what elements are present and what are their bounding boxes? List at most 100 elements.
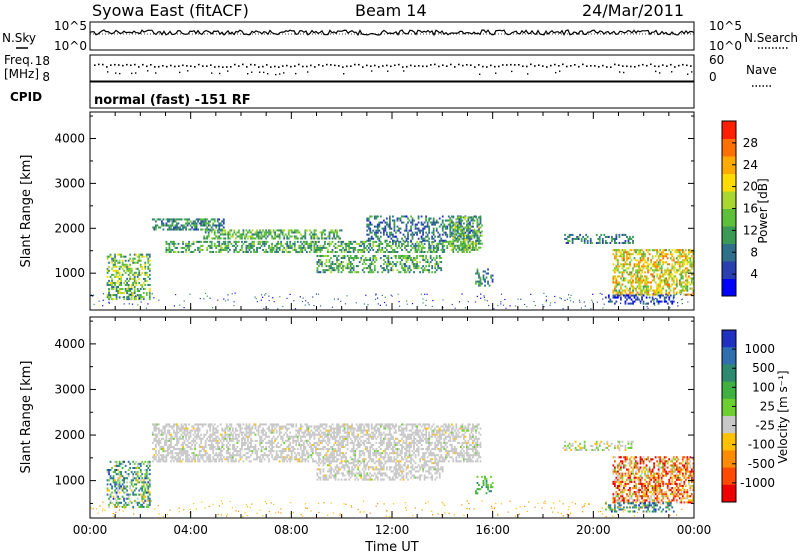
velocity-cell — [205, 444, 207, 446]
velocity-cell — [159, 442, 161, 444]
velocity-cell — [271, 456, 273, 458]
velocity-cell — [194, 458, 196, 460]
nave-label: Nave — [746, 63, 777, 77]
power-cell — [313, 245, 315, 247]
power-cell — [395, 257, 397, 259]
velocity-cell — [294, 452, 296, 454]
power-cell — [599, 236, 601, 238]
power-cell — [282, 249, 284, 251]
power-cell — [409, 267, 411, 269]
power-noise — [432, 306, 433, 307]
power-cell — [643, 277, 645, 279]
power-cell — [422, 224, 424, 226]
power-cell — [369, 222, 371, 224]
velocity-cell — [137, 471, 139, 473]
power-cell — [120, 284, 122, 286]
velocity-cell — [120, 471, 122, 473]
velocity-cell — [280, 454, 282, 456]
power-cell — [182, 251, 184, 253]
power-cell — [626, 236, 628, 238]
velocity-cell — [262, 456, 264, 458]
velocity-cell — [271, 454, 273, 456]
power-cell — [220, 237, 222, 239]
power-cell — [380, 232, 382, 234]
power-cell — [188, 249, 190, 251]
velocity-cell — [166, 438, 168, 440]
power-noise — [303, 298, 304, 299]
power-cell — [131, 296, 133, 298]
velocity-cell — [285, 458, 287, 460]
power-cell — [492, 279, 494, 281]
power-noise — [480, 294, 481, 295]
power-cell — [608, 236, 610, 238]
power-cell — [126, 278, 128, 280]
power-cell — [368, 218, 370, 220]
velocity-cell — [217, 432, 219, 434]
power-cell — [335, 255, 337, 257]
power-noise — [477, 296, 478, 297]
power-cell — [428, 238, 430, 240]
power-cell — [390, 228, 392, 230]
power-noise — [483, 295, 484, 296]
power-cell — [422, 255, 424, 257]
power-noise — [308, 302, 309, 303]
velocity-cell — [169, 430, 171, 432]
freq-dot — [174, 66, 176, 68]
power-noise — [261, 300, 262, 301]
power-noise — [653, 301, 654, 302]
power-colorbar-segment — [722, 226, 736, 244]
velocity-cell — [197, 434, 199, 436]
power-cell — [622, 284, 624, 286]
nave-dot — [659, 72, 660, 73]
power-noise — [426, 300, 427, 301]
nave-dot — [267, 73, 268, 74]
power-cell — [487, 273, 489, 275]
power-cell — [409, 271, 411, 273]
power-cell — [357, 265, 359, 267]
power-noise — [277, 308, 278, 309]
power-cell — [389, 218, 391, 220]
velocity-cell — [238, 436, 240, 438]
freq-dot — [302, 66, 304, 68]
power-cell — [135, 272, 137, 274]
power-cell — [481, 283, 483, 285]
freq-dot — [162, 65, 164, 67]
freq-dot — [430, 64, 432, 66]
power-cell — [640, 277, 642, 279]
velocity-cell — [184, 440, 186, 442]
velocity-cell — [229, 428, 231, 430]
power-cell — [427, 259, 429, 261]
velocity-cell — [307, 444, 309, 446]
velocity-cell — [265, 423, 267, 425]
power-cell — [392, 243, 394, 245]
velocity-cell — [173, 425, 175, 427]
velocity-cell — [295, 454, 297, 456]
power-cell — [445, 240, 447, 242]
power-cell — [144, 284, 146, 286]
velocity-cell — [166, 436, 168, 438]
freq-dot — [254, 64, 256, 66]
freq-dot — [166, 66, 168, 68]
velocity-cell — [164, 428, 166, 430]
velocity-cell — [122, 467, 124, 469]
velocity-cell — [194, 456, 196, 458]
power-cell — [446, 245, 448, 247]
velocity-cell — [282, 428, 284, 430]
power-cell — [674, 263, 676, 265]
velocity-cell — [277, 423, 279, 425]
velocity-cell — [120, 502, 122, 504]
velocity-cell — [211, 460, 213, 462]
power-cell — [668, 263, 670, 265]
power-cell — [126, 292, 128, 294]
freq-dot — [562, 64, 564, 66]
power-cell — [425, 218, 427, 220]
velocity-cell — [320, 458, 322, 460]
nave-dot — [211, 72, 212, 73]
power-noise — [346, 295, 347, 296]
velocity-cell — [188, 423, 190, 425]
power-noise — [103, 293, 104, 294]
power-cell — [625, 249, 627, 251]
velocity-cell — [138, 481, 140, 483]
power-noise — [124, 303, 125, 304]
velocity-cell — [187, 434, 189, 436]
